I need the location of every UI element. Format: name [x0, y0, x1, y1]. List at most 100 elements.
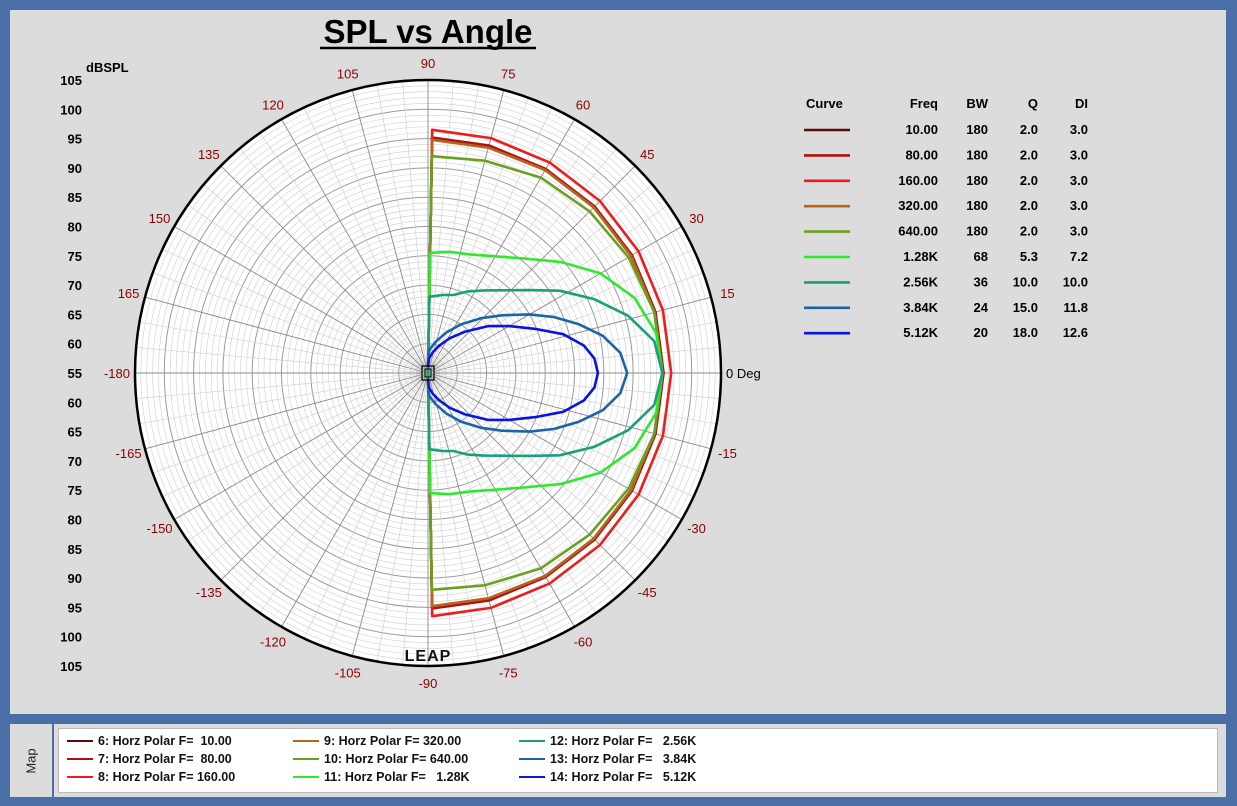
grid-spoke	[427, 81, 454, 374]
table-cell: 2.0	[1020, 122, 1038, 137]
grid-spoke	[427, 248, 694, 374]
grid-spoke	[427, 132, 597, 374]
grid-spoke	[220, 165, 429, 374]
legend-swatch	[293, 775, 319, 778]
grid-spoke	[427, 372, 617, 598]
table-cell: 10.0	[1013, 274, 1038, 289]
legend-item: 9: Horz Polar F= 320.00	[293, 734, 461, 748]
table-cell: 18.0	[1013, 325, 1038, 340]
leap-watermark: LEAP	[405, 648, 452, 665]
legend-swatch	[293, 757, 319, 760]
grid-spoke	[351, 372, 429, 657]
grid-spoke	[162, 372, 429, 498]
table-header-di: DI	[1075, 96, 1088, 111]
grid-spoke	[139, 372, 429, 425]
table-header-bw: BW	[966, 96, 988, 111]
grid-spoke	[376, 84, 429, 374]
grid-spoke	[427, 372, 653, 562]
table-cell: 3.0	[1070, 224, 1088, 239]
grid-spoke	[427, 372, 553, 639]
radial-tick-label: 80	[68, 513, 82, 528]
table-cell: 10.0	[1063, 274, 1088, 289]
radial-tick-label: 70	[68, 454, 82, 469]
radial-tick-label: 90	[68, 161, 82, 176]
table-header-q: Q	[1028, 96, 1038, 111]
table-cell: 180	[966, 224, 988, 239]
radial-tick-label: 75	[68, 483, 82, 498]
legend-label: 10: Horz Polar F= 640.00	[324, 752, 469, 766]
grid-spoke	[136, 372, 429, 399]
grid-spoke	[427, 372, 454, 665]
grid-spoke	[427, 84, 480, 374]
chart-panel: SPL vs Angle 0 Deg 15 30 45 60 75 90 105 120 135 15…	[10, 10, 1226, 714]
grid-spoke	[144, 296, 429, 374]
series-curve-7	[426, 288, 664, 458]
legend-label: 13: Horz Polar F= 3.84K	[550, 752, 697, 766]
chart-title: SPL vs Angle	[323, 13, 532, 50]
legend-swatch	[67, 775, 93, 778]
radial-tick-label: 55	[68, 366, 82, 381]
grid-spoke	[327, 372, 429, 649]
legend-swatch	[67, 739, 93, 742]
radial-tick-label: 105	[60, 659, 82, 674]
angle-tick-label: -105	[335, 665, 361, 680]
radial-tick-label: 100	[60, 630, 82, 645]
grid-spoke	[402, 372, 429, 665]
angle-tick-label: -75	[499, 665, 518, 680]
grid-spoke	[187, 204, 429, 374]
radial-tick-label: 65	[68, 425, 82, 440]
radial-tick-label: 100	[60, 102, 82, 117]
grid-spoke	[402, 81, 429, 374]
grid-spoke	[281, 119, 429, 374]
grid-spoke	[174, 372, 429, 520]
grid-spoke	[239, 372, 429, 598]
radial-tick-label: 105	[60, 73, 82, 88]
grid-spoke	[376, 372, 429, 662]
grid-spoke	[139, 321, 429, 374]
legend-item: 7: Horz Polar F= 80.00	[67, 752, 232, 766]
legend-swatch	[519, 739, 545, 742]
radial-tick-label: 60	[68, 395, 82, 410]
grid-spoke	[427, 372, 529, 649]
grid-spoke	[427, 204, 669, 374]
grid-spoke	[281, 372, 429, 627]
table-cell: 36	[974, 274, 988, 289]
table-header-curve: Curve	[806, 96, 843, 111]
angle-tick-label: -180	[104, 366, 130, 381]
grid-spoke	[239, 148, 429, 374]
legend-item: 13: Horz Polar F= 3.84K	[519, 752, 696, 766]
map-tab[interactable]: Map	[10, 724, 54, 797]
legend-box: 6: Horz Polar F= 10.00 7: Horz Polar F= 8…	[58, 728, 1218, 793]
legend-label: 9: Horz Polar F= 320.00	[324, 734, 462, 748]
angle-tick-label: 165	[118, 286, 140, 301]
angle-tick-label: -45	[638, 585, 657, 600]
radial-tick-label: 60	[68, 337, 82, 352]
radial-tick-label: 90	[68, 571, 82, 586]
table-cell: 3.0	[1070, 173, 1088, 188]
angle-tick-label: 60	[576, 98, 590, 113]
angle-tick-label: 45	[640, 147, 654, 162]
grid-spoke	[174, 226, 429, 374]
table-cell: 2.0	[1020, 173, 1038, 188]
grid-spoke	[203, 184, 429, 374]
grid-spoke	[144, 372, 429, 450]
angle-tick-label: -90	[419, 676, 438, 691]
table-cell: 2.56K	[903, 274, 938, 289]
table-cell: 180	[966, 122, 988, 137]
grid-spoke	[327, 97, 429, 374]
grid-spoke	[152, 372, 429, 474]
angle-tick-label: -30	[687, 521, 706, 536]
table-cell: 3.0	[1070, 198, 1088, 213]
table-cell: 180	[966, 173, 988, 188]
grid-spoke	[136, 347, 429, 374]
grid-spoke	[259, 372, 429, 614]
grid-spoke	[427, 372, 480, 662]
table-cell: 3.0	[1070, 147, 1088, 162]
angle-tick-label: -150	[147, 521, 173, 536]
series-curve-8	[426, 313, 629, 433]
grid-spoke	[303, 372, 429, 639]
grid-spoke	[427, 372, 720, 399]
table-cell: 80.00	[905, 147, 938, 162]
table-cell: 68	[974, 249, 988, 264]
grid-spoke	[427, 321, 717, 374]
